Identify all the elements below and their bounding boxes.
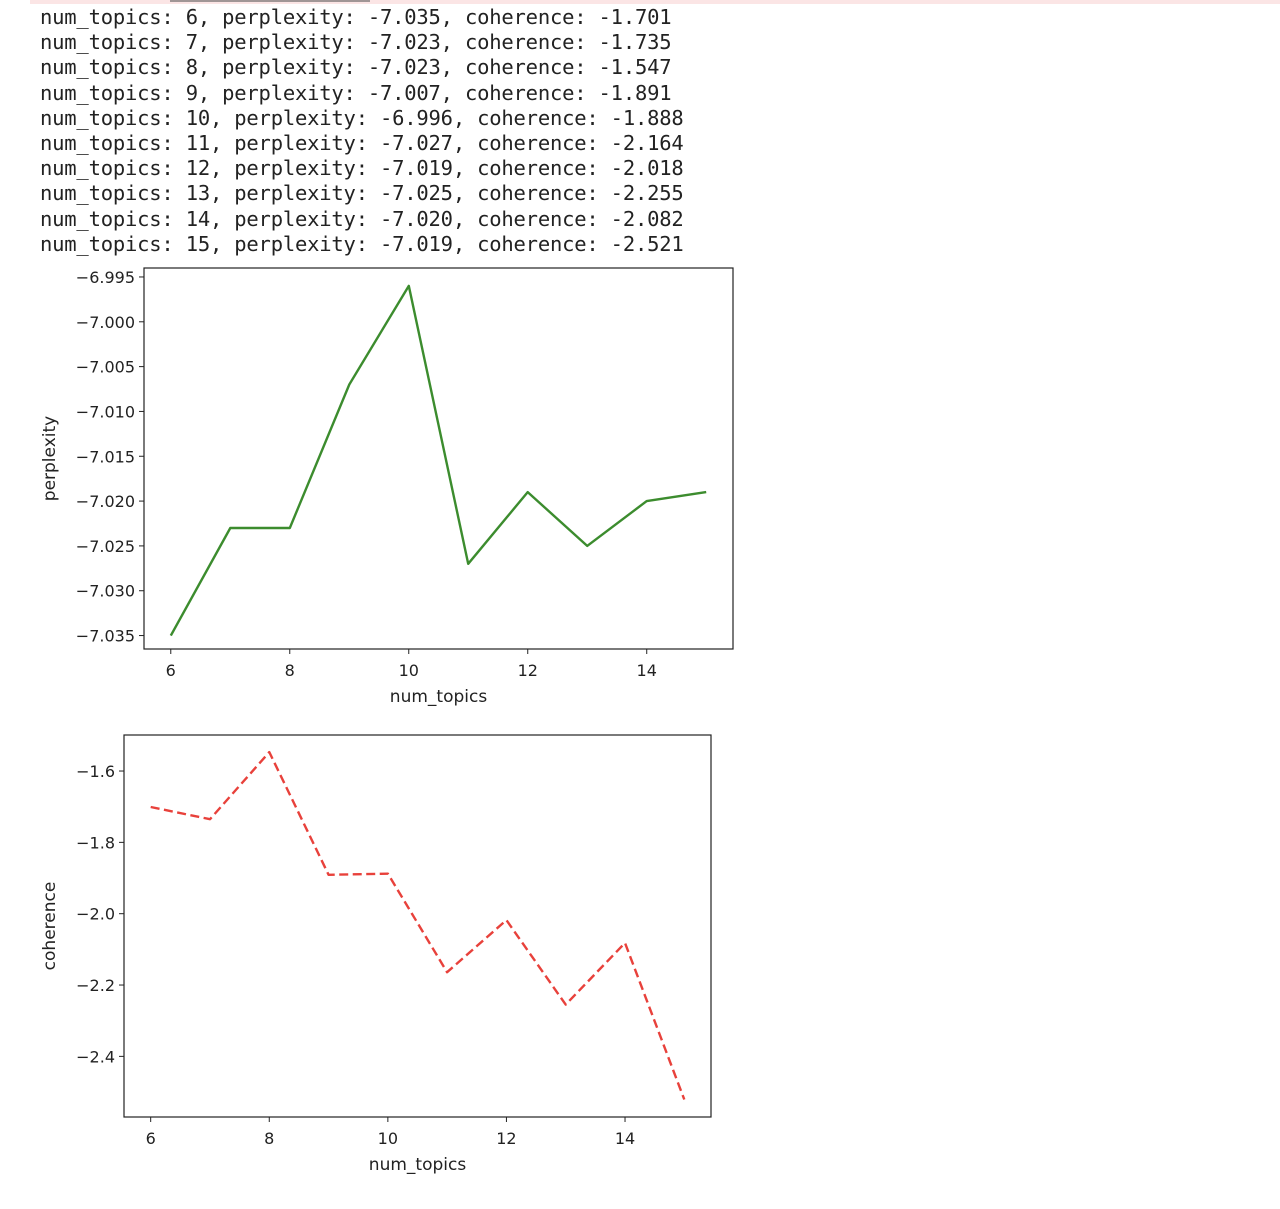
x-tick-label: 10 [399,661,419,680]
y-tick-label: −2.4 [76,1047,115,1066]
x-tick-label: 12 [496,1129,516,1148]
y-tick-label: −7.030 [76,582,135,601]
y-axis-label: perplexity [40,416,60,501]
x-tick-label: 6 [146,1129,156,1148]
y-tick-label: −7.015 [76,447,135,466]
chart-1: 6 8 10 12 14 −6.995 −7.000 −7.005 −7.010 −7.015 −7… [40,267,734,707]
y-tick-label: −2.0 [76,905,115,924]
x-tick-label: 12 [518,661,538,680]
clipped-text-edge [170,0,370,2]
y-tick-label: −2.2 [76,976,115,995]
x-tick-label: 10 [378,1129,398,1148]
x-tick-label: 8 [264,1129,274,1148]
y-tick-label: −1.8 [76,833,115,852]
y-axis-label: coherence [40,882,60,971]
x-axis-label: num_topics [369,1155,467,1175]
y-tick-label: −7.025 [76,537,135,556]
series-line [150,750,686,1100]
y-tick-label: −7.035 [76,627,135,646]
output-line: num_topics: 14, perplexity: -7.020, cohe… [40,206,684,231]
output-line: num_topics: 8, perplexity: -7.023, coher… [40,55,672,80]
x-axis-label: num_topics [390,687,488,707]
output-line: num_topics: 13, perplexity: -7.025, cohe… [40,181,684,206]
y-tick-label: −6.995 [76,268,135,287]
x-tick-label: 6 [166,661,176,680]
output-line: num_topics: 7, perplexity: -7.023, coher… [40,30,672,55]
cell-output-top-edge [30,0,1280,4]
output-line: num_topics: 11, perplexity: -7.027, cohe… [40,131,684,156]
y-tick-label: −7.010 [76,402,135,421]
y-tick-label: −7.000 [76,313,135,332]
output-line: num_topics: 6, perplexity: -7.035, coher… [40,5,672,29]
output-line: num_topics: 12, perplexity: -7.019, cohe… [40,156,684,181]
plot-frame [143,267,734,650]
output-line: num_topics: 15, perplexity: -7.019, cohe… [40,231,684,256]
y-tick-label: −1.6 [76,762,115,781]
output-line: num_topics: 10, perplexity: -6.996, cohe… [40,105,684,130]
chart-2: 6 8 10 12 14 −1.6 −1.8 −2.0 −2.2 −2.4 num_topics co… [40,734,712,1175]
cell-output-text: num_topics: 6, perplexity: -7.035, coher… [40,5,684,257]
series-line [169,284,707,637]
x-tick-label: 14 [615,1129,635,1148]
plot-frame [123,734,712,1118]
x-tick-label: 14 [637,661,657,680]
x-tick-label: 8 [285,661,295,680]
output-line: num_topics: 9, perplexity: -7.007, coher… [40,80,672,105]
y-tick-label: −7.020 [76,492,135,511]
y-tick-label: −7.005 [76,358,135,377]
